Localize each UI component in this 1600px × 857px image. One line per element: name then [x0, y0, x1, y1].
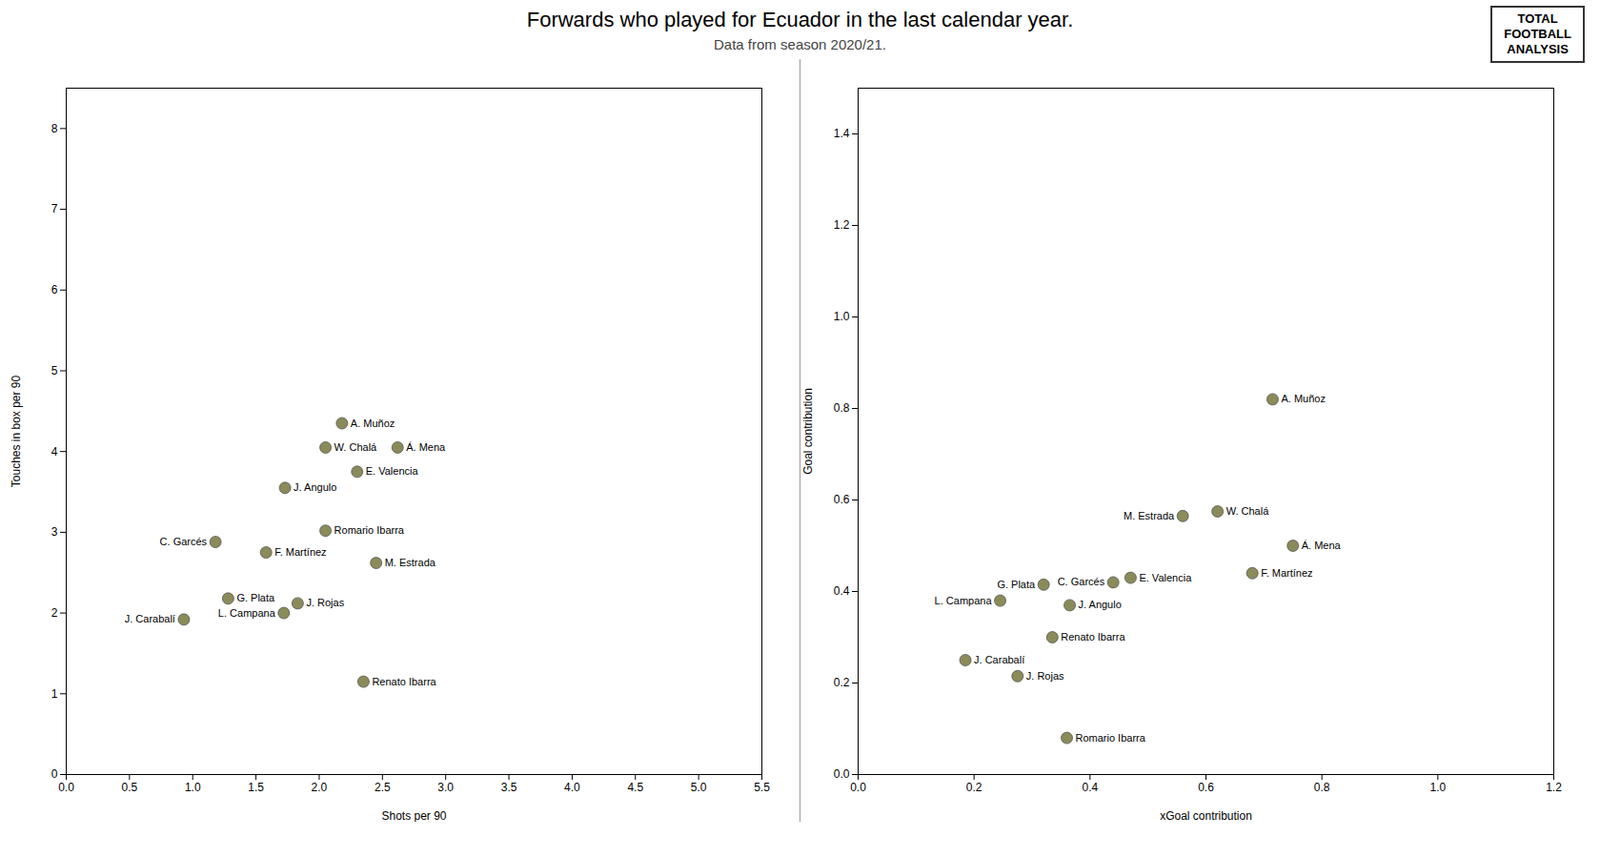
svg-text:2.0: 2.0: [311, 780, 328, 794]
svg-text:E. Valencia: E. Valencia: [1138, 571, 1193, 584]
svg-text:5.0: 5.0: [690, 780, 708, 794]
svg-text:Renato Ibarra: Renato Ibarra: [1060, 630, 1126, 643]
svg-text:5: 5: [51, 364, 59, 378]
html-text:TOTAL: TOTAL: [1517, 11, 1558, 26]
svg-text:4.5: 4.5: [627, 780, 644, 794]
svg-text:2.5: 2.5: [374, 780, 391, 794]
html-text:FOOTBALL: FOOTBALL: [1503, 26, 1572, 41]
svg-text:1.0: 1.0: [833, 309, 851, 324]
svg-text:E. Valencia: E. Valencia: [365, 465, 420, 477]
svg-text:L. Campana: L. Campana: [218, 607, 277, 619]
svg-text:Renato Ibarra: Renato Ibarra: [371, 675, 437, 688]
svg-text:J. Carabalí: J. Carabalí: [973, 653, 1025, 666]
svg-text:0.2: 0.2: [966, 780, 983, 794]
svg-text:Romario Ibarra: Romario Ibarra: [1075, 731, 1147, 744]
svg-text:C. Garcés: C. Garcés: [160, 535, 208, 547]
svg-text:0.5: 0.5: [121, 780, 139, 794]
svg-text:0.8: 0.8: [833, 401, 851, 415]
svg-text:Romario Ibarra: Romario Ibarra: [334, 524, 406, 536]
svg-text:0.8: 0.8: [1314, 780, 1331, 794]
svg-text:J. Rojas: J. Rojas: [1026, 669, 1065, 682]
svg-text:0.4: 0.4: [833, 584, 851, 598]
svg-text:A. Muñoz: A. Muñoz: [350, 417, 395, 429]
svg-text:0.0: 0.0: [850, 780, 867, 794]
svg-text:0: 0: [51, 767, 59, 781]
html-text:Forwards who played for Ecuado: Forwards who played for Ecuador in the l…: [526, 7, 1074, 32]
svg-text:J. Angulo: J. Angulo: [1078, 598, 1122, 610]
svg-text:5.5: 5.5: [753, 780, 770, 794]
svg-text:F. Martínez: F. Martínez: [1260, 567, 1313, 579]
svg-text:J. Rojas: J. Rojas: [305, 596, 345, 608]
svg-text:6: 6: [51, 283, 59, 297]
svg-text:Shots per 90: Shots per 90: [381, 809, 446, 823]
svg-text:1.2: 1.2: [833, 218, 851, 232]
svg-text:W. Chalá: W. Chalá: [1226, 505, 1271, 517]
svg-text:0.0: 0.0: [833, 767, 851, 781]
svg-text:L. Campana: L. Campana: [934, 594, 993, 607]
svg-text:1.0: 1.0: [184, 780, 202, 794]
svg-text:7: 7: [51, 202, 59, 216]
svg-text:0.0: 0.0: [58, 780, 75, 794]
html-text:ANALYSIS: ANALYSIS: [1506, 41, 1569, 57]
svg-text:3.0: 3.0: [437, 780, 454, 794]
svg-text:3: 3: [51, 525, 59, 539]
svg-text:Goal contribution: Goal contribution: [801, 387, 815, 475]
svg-text:8: 8: [51, 121, 59, 136]
svg-text:M. Estrada: M. Estrada: [384, 556, 437, 568]
svg-text:0.4: 0.4: [1081, 780, 1098, 794]
svg-text:Á. Mena: Á. Mena: [405, 441, 446, 453]
svg-text:3.5: 3.5: [501, 780, 518, 794]
svg-text:G. Plata: G. Plata: [236, 591, 276, 604]
svg-text:Touches in box per 90: Touches in box per 90: [9, 374, 23, 487]
svg-text:A. Muñoz: A. Muñoz: [1280, 392, 1325, 405]
svg-text:J. Angulo: J. Angulo: [293, 481, 337, 493]
svg-text:1.5: 1.5: [247, 780, 264, 794]
svg-text:G. Plata: G. Plata: [996, 578, 1036, 590]
html-text:Data from season 2020/21.: Data from season 2020/21.: [713, 36, 887, 53]
svg-text:0.6: 0.6: [1197, 780, 1215, 794]
svg-text:4.0: 4.0: [564, 780, 581, 794]
svg-text:0.2: 0.2: [833, 675, 851, 689]
svg-text:J. Carabalí: J. Carabalí: [124, 612, 176, 625]
svg-text:1.0: 1.0: [1429, 780, 1446, 794]
svg-text:Á. Mena: Á. Mena: [1301, 539, 1342, 551]
svg-text:M. Estrada: M. Estrada: [1123, 509, 1175, 522]
svg-text:1: 1: [51, 687, 59, 701]
svg-text:C. Garcés: C. Garcés: [1057, 575, 1106, 588]
svg-text:4: 4: [51, 445, 59, 459]
svg-text:W. Chalá: W. Chalá: [334, 441, 379, 453]
svg-text:0.6: 0.6: [833, 492, 851, 507]
svg-text:F. Martínez: F. Martínez: [274, 546, 326, 558]
svg-text:1.4: 1.4: [833, 126, 851, 141]
svg-text:2: 2: [51, 606, 59, 620]
svg-text:xGoal contribution: xGoal contribution: [1159, 809, 1253, 823]
svg-text:1.2: 1.2: [1545, 780, 1562, 794]
